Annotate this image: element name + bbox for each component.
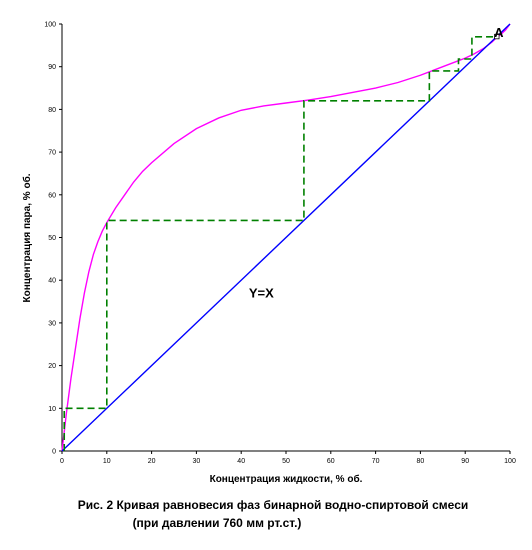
point-a-marker	[494, 33, 500, 40]
x-tick-label: 20	[148, 458, 156, 465]
y-tick-label: 30	[48, 320, 56, 327]
y-tick-label: 60	[48, 192, 56, 199]
diagonal-line	[61, 23, 511, 452]
x-tick-label: 100	[504, 458, 516, 465]
diagonal-label: Y=X	[249, 285, 274, 300]
x-tick-label: 60	[327, 458, 335, 465]
y-tick-label: 50	[48, 235, 56, 242]
x-tick-label: 30	[193, 458, 201, 465]
x-axis-ticks: 0 10 20 30 40 50 60 70 80 90 100	[60, 451, 516, 465]
point-a-label: A	[494, 25, 504, 40]
series-layer	[61, 23, 511, 452]
y-tick-label: 80	[48, 107, 56, 114]
caption-line-1: Рис. 2 Кривая равновесия фаз бинарной во…	[77, 498, 469, 512]
x-tick-label: 10	[103, 458, 111, 465]
caption-line-2: (при давлении 760 мм рт.ст.)	[132, 516, 302, 530]
y-tick-label: 10	[48, 406, 56, 413]
x-tick-label: 40	[237, 458, 245, 465]
y-tick-label: 40	[48, 278, 56, 285]
chart: 0 10 20 30 40 50 60 70 80 90 100 0 10 20 30 40 50 60 70 80…	[21, 22, 516, 486]
x-tick-label: 90	[461, 458, 469, 465]
y-tick-label: 70	[48, 150, 56, 157]
x-tick-label: 0	[60, 458, 64, 465]
y-axis-ticks: 0 10 20 30 40 50 60 70 80 90 100	[44, 22, 62, 456]
figure-caption: Рис. 2 Кривая равновесия фаз бинарной во…	[0, 496, 532, 532]
y-tick-label: 100	[44, 22, 56, 29]
y-tick-label: 20	[48, 363, 56, 370]
x-tick-label: 50	[282, 458, 290, 465]
x-axis-title: Концентрация жидкости, % об.	[210, 473, 363, 485]
y-axis-title: Концентрация пара, % об.	[21, 173, 33, 302]
y-tick-label: 0	[52, 449, 56, 456]
x-tick-label: 70	[372, 458, 380, 465]
annotations: Y=X A	[249, 25, 504, 300]
steps-line	[63, 36, 497, 451]
x-tick-label: 80	[417, 458, 425, 465]
y-tick-label: 90	[48, 64, 56, 71]
